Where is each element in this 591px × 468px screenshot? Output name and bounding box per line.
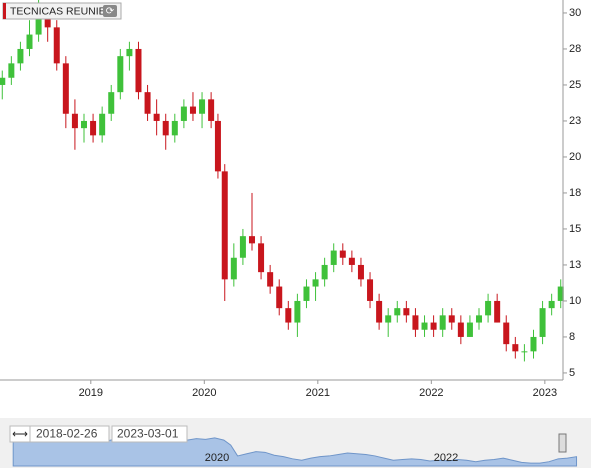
- x-tick-label: 2021: [306, 387, 330, 399]
- y-tick-label: 23: [569, 115, 581, 127]
- y-tick-label: 18: [569, 187, 581, 199]
- candle-body: [530, 336, 537, 352]
- y-tick-label: 30: [569, 7, 581, 19]
- candle-body: [90, 120, 97, 136]
- y-tick-label: 5: [569, 367, 575, 379]
- candle-body: [8, 63, 15, 78]
- candle-body: [239, 236, 246, 258]
- candle-body: [267, 272, 274, 287]
- end-date: 2023-03-01: [117, 427, 179, 441]
- candle-body: [503, 322, 510, 345]
- candle-body: [153, 113, 160, 121]
- candle-body: [439, 315, 446, 330]
- candle-body: [276, 286, 283, 309]
- candle-body: [144, 92, 151, 114]
- candle-body: [548, 300, 555, 309]
- candle-body: [108, 92, 115, 114]
- y-tick-label: 10: [569, 295, 581, 307]
- candle-body: [135, 48, 142, 93]
- candle-body: [62, 63, 69, 114]
- title-marker: [3, 3, 6, 19]
- candle-body: [330, 250, 337, 265]
- y-tick-label: 20: [569, 151, 581, 163]
- candle-body: [214, 120, 221, 172]
- candle-body: [44, 12, 51, 28]
- candle-body: [162, 120, 169, 136]
- candle-body: [17, 48, 24, 64]
- candle-body: [403, 308, 410, 316]
- start-date-input[interactable]: [29, 425, 110, 443]
- candle-body: [539, 308, 546, 337]
- candle-body: [171, 120, 178, 136]
- candle-body: [248, 236, 255, 244]
- candle-body: [339, 250, 346, 258]
- candle-body: [357, 264, 364, 280]
- candle-body: [99, 113, 106, 136]
- candle-body: [557, 286, 564, 301]
- candle-body: [294, 300, 301, 323]
- candle-body: [53, 27, 60, 64]
- candle-body: [485, 300, 492, 316]
- candle-body: [221, 171, 228, 280]
- candle-body: [0, 77, 6, 85]
- x-tick-label: 2019: [79, 387, 103, 399]
- candle-body: [376, 300, 383, 323]
- candle-body: [189, 106, 196, 114]
- candle-body: [367, 279, 374, 301]
- plot-area: [0, 0, 564, 362]
- y-tick-label: 28: [569, 43, 581, 55]
- start-date: 2018-02-26: [36, 427, 98, 441]
- candle-body: [348, 257, 355, 265]
- refresh-button[interactable]: [103, 5, 117, 17]
- chart-title: TECNICAS REUNIE: [10, 5, 106, 17]
- candle-body: [512, 344, 519, 352]
- x-tick-label: 2023: [533, 387, 557, 399]
- candle-body: [385, 315, 392, 323]
- refresh-icon: ⟳: [106, 6, 115, 17]
- y-tick-label: 13: [569, 259, 581, 271]
- candle-body: [26, 34, 33, 49]
- x-tick-label: 2022: [419, 387, 443, 399]
- candle-body: [521, 351, 528, 353]
- y-tick-label: 25: [569, 79, 581, 91]
- candle-body: [199, 99, 206, 114]
- candle-body: [80, 120, 87, 129]
- candle-body: [448, 315, 455, 323]
- candle-body: [466, 322, 473, 337]
- y-tick-label: 15: [569, 223, 581, 235]
- candle-body: [35, 12, 42, 35]
- candle-body: [126, 48, 133, 57]
- candle-body: [71, 113, 78, 129]
- candle-body: [312, 279, 319, 287]
- x-tick-label: 2020: [192, 387, 216, 399]
- candle-body: [476, 315, 483, 323]
- candle-body: [285, 308, 292, 323]
- candle-body: [321, 264, 328, 280]
- navigator-handle[interactable]: [558, 433, 567, 453]
- candle-body: [421, 322, 428, 330]
- navigator-label: 2022: [434, 452, 458, 464]
- navigator-label: 2020: [205, 452, 229, 464]
- end-date-input[interactable]: [111, 425, 188, 443]
- candle-body: [230, 257, 237, 280]
- candle-body: [258, 243, 265, 273]
- candle-body: [394, 308, 401, 316]
- candle-body: [457, 322, 464, 337]
- candle-body: [303, 286, 310, 301]
- y-tick-label: 8: [569, 331, 575, 343]
- candle-body: [430, 322, 437, 330]
- candle-body: [117, 56, 124, 93]
- candle-body: [412, 315, 419, 330]
- range-icon-glyph: ⟷: [12, 428, 28, 440]
- candle-body: [180, 106, 187, 121]
- candle-body: [494, 300, 501, 323]
- candle-body: [208, 99, 215, 121]
